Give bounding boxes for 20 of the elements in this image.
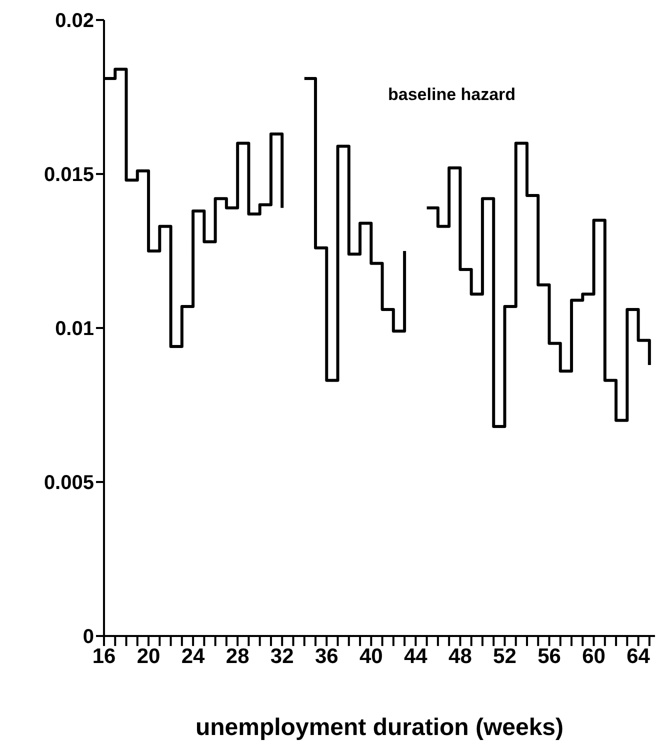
y-tick-label: 0.015 (44, 164, 94, 186)
x-axis-title: unemployment duration (weeks) (195, 714, 564, 741)
x-tick-label: 32 (270, 644, 294, 668)
x-tick-label: 64 (626, 644, 650, 668)
x-tick-label: 36 (314, 644, 338, 668)
x-tick-label: 56 (538, 644, 561, 668)
annotation: baseline hazard (388, 85, 516, 105)
x-tick-label: 52 (493, 644, 516, 668)
y-tick-label: 0.02 (55, 10, 94, 32)
x-tick-label: 24 (181, 644, 206, 668)
y-tick-label: 0.01 (55, 318, 94, 340)
x-tick-label: 44 (404, 644, 428, 668)
x-tick-label: 16 (92, 644, 116, 668)
x-tick-label: 20 (136, 644, 160, 668)
y-tick-label: 0.005 (44, 472, 94, 494)
y-tick-label: 0 (82, 626, 94, 648)
x-tick-label: 28 (226, 644, 250, 668)
x-tick-label: 40 (359, 644, 383, 668)
x-tick-label: 48 (448, 644, 472, 668)
x-tick-label: 60 (582, 644, 606, 668)
